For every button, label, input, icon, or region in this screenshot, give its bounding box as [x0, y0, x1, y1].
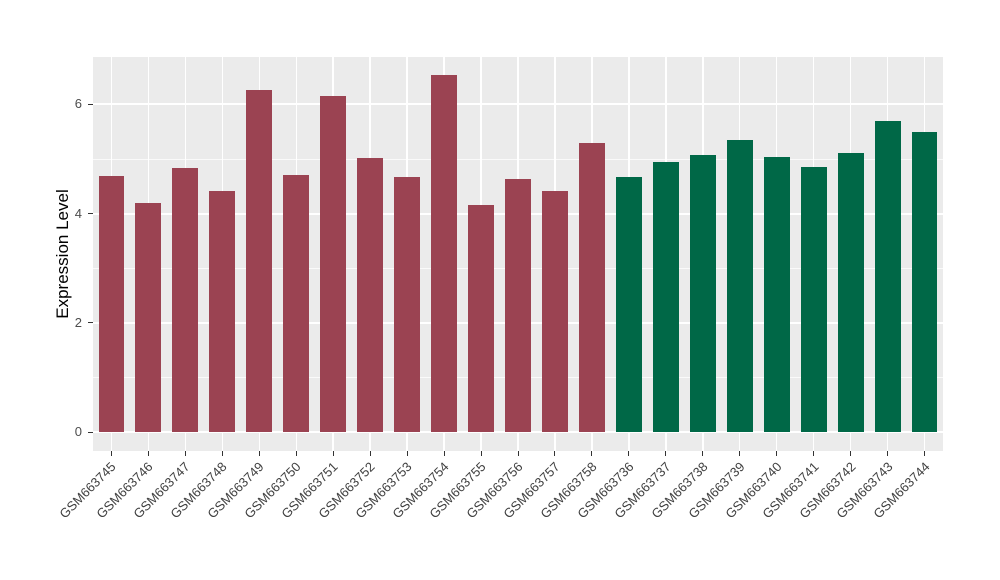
bar-GSM663749 [246, 89, 273, 432]
y-tick-label: 2 [74, 314, 82, 330]
bar-GSM663744 [911, 131, 938, 432]
bar-GSM663738 [689, 154, 716, 432]
y-tick-label: 4 [74, 205, 82, 221]
x-tick [480, 451, 482, 456]
bar-GSM663743 [874, 121, 901, 432]
bar-GSM663753 [394, 177, 421, 432]
x-tick [628, 451, 630, 456]
x-tick [258, 451, 260, 456]
bar-GSM663737 [652, 161, 679, 432]
gridline-major-y [93, 431, 943, 433]
bar-GSM663754 [431, 74, 458, 432]
x-tick [591, 451, 593, 456]
bar-GSM663752 [357, 158, 384, 432]
plot-panel [93, 57, 943, 451]
x-tick [517, 451, 519, 456]
bar-GSM663748 [209, 190, 236, 432]
bar-GSM663745 [98, 176, 125, 432]
gridline-major-y [93, 103, 943, 106]
x-tick [443, 451, 445, 456]
bar-GSM663751 [320, 95, 347, 432]
x-tick [110, 451, 112, 456]
bar-GSM663756 [505, 178, 531, 432]
bar-GSM663755 [468, 204, 494, 432]
x-tick [739, 451, 741, 456]
bar-GSM663757 [542, 190, 568, 432]
bar-GSM663742 [837, 152, 864, 432]
x-tick [147, 451, 149, 456]
bar-GSM663741 [800, 166, 827, 432]
x-tick [887, 451, 889, 456]
x-tick [406, 451, 408, 456]
x-tick [702, 451, 704, 456]
y-tick [88, 322, 93, 324]
x-tick [184, 451, 186, 456]
x-tick [332, 451, 334, 456]
y-tick [88, 103, 93, 105]
x-tick [554, 451, 556, 456]
x-tick [776, 451, 778, 456]
bar-GSM663747 [172, 167, 199, 432]
x-tick [924, 451, 926, 456]
y-tick [88, 431, 93, 433]
x-tick [369, 451, 371, 456]
bar-GSM663736 [615, 177, 642, 432]
y-tick [88, 213, 93, 215]
bar-GSM663750 [283, 174, 310, 432]
x-tick [665, 451, 667, 456]
bar-GSM663758 [578, 142, 605, 432]
y-tick-label: 0 [74, 424, 82, 439]
x-tick [295, 451, 297, 456]
y-tick-label: 6 [74, 96, 82, 112]
gridline-minor-y [93, 158, 943, 160]
x-tick [813, 451, 815, 456]
x-tick [221, 451, 223, 456]
bar-GSM663740 [763, 156, 790, 432]
bar-GSM663739 [726, 139, 753, 432]
bar-GSM663746 [135, 202, 162, 432]
x-tick [850, 451, 852, 456]
